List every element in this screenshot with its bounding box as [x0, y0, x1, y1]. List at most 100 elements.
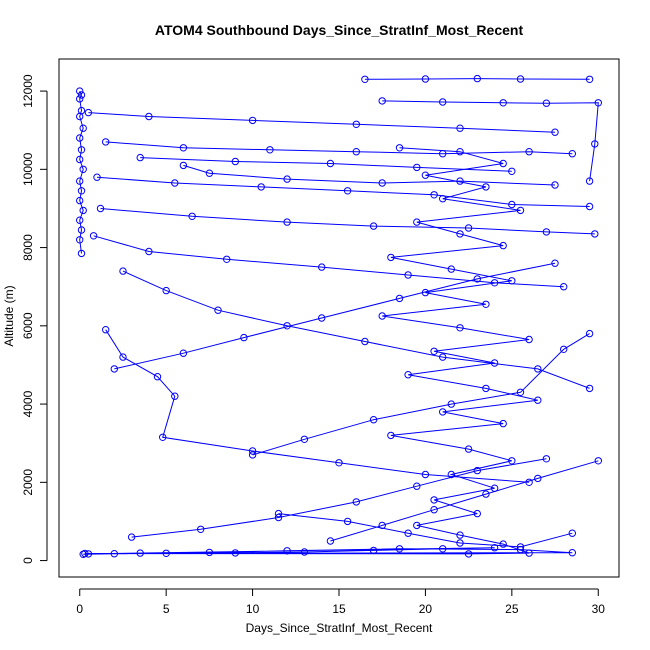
data-point	[585, 384, 594, 393]
data-point	[499, 99, 507, 107]
y-tick-label: 4000	[21, 390, 35, 417]
data-point	[76, 112, 84, 121]
y-axis-label: Altitude (m)	[2, 285, 16, 346]
data-series	[127, 455, 551, 541]
chart-title: ATOM4 Southbound Days_Since_StratInf_Mos…	[155, 22, 524, 38]
data-point	[76, 196, 84, 205]
data-point	[369, 546, 378, 555]
data-point	[387, 253, 395, 262]
x-tick-label: 5	[163, 602, 170, 616]
data-point	[568, 150, 576, 158]
data-point	[361, 75, 369, 84]
series-line	[330, 460, 599, 542]
data-point	[343, 187, 352, 195]
data-point	[456, 539, 464, 547]
series-line	[83, 147, 573, 555]
data-point	[456, 148, 464, 156]
data-point	[205, 169, 214, 177]
data-point	[439, 353, 447, 361]
data-point	[343, 517, 352, 526]
data-series	[326, 457, 602, 545]
data-point	[96, 204, 105, 213]
data-point	[456, 124, 464, 132]
data-point	[482, 183, 490, 191]
data-point	[395, 545, 404, 553]
data-point	[439, 150, 447, 158]
data-point	[560, 283, 568, 291]
data-point	[76, 95, 84, 103]
x-tick-label: 25	[505, 602, 519, 616]
series-line	[105, 141, 573, 155]
data-point	[369, 416, 378, 424]
data-point	[473, 275, 481, 283]
data-point	[110, 550, 119, 558]
data-point	[534, 396, 542, 404]
data-point	[568, 549, 576, 557]
data-point	[413, 163, 421, 172]
data-series	[274, 509, 576, 551]
data-point	[516, 206, 525, 215]
data-point	[153, 373, 162, 381]
data-point	[300, 548, 309, 556]
data-point	[76, 236, 84, 244]
data-point	[534, 365, 542, 373]
data-point	[439, 545, 447, 553]
data-point	[464, 445, 473, 453]
data-point	[585, 329, 594, 338]
data-point	[499, 540, 507, 548]
series-line	[252, 333, 590, 456]
y-axis: 0 2000 4000 6000 8000 10000 12000	[21, 74, 48, 564]
data-point	[102, 326, 110, 334]
data-point	[84, 108, 93, 117]
data-point	[456, 230, 464, 238]
data-point	[404, 371, 412, 379]
data-point	[352, 148, 360, 156]
data-point	[76, 134, 84, 142]
data-point	[594, 457, 602, 465]
data-point	[542, 228, 551, 236]
data-point	[179, 349, 188, 357]
data-point	[361, 337, 369, 346]
x-tick-label: 20	[419, 602, 433, 616]
data-point	[283, 547, 291, 555]
data-point	[542, 455, 551, 463]
data-series	[361, 74, 594, 84]
y-tick-label: 0	[21, 557, 35, 564]
data-point	[447, 265, 455, 273]
data-point	[84, 550, 93, 558]
series-line	[88, 112, 556, 133]
data-point	[404, 271, 412, 279]
series-line	[183, 164, 556, 186]
data-point	[585, 202, 594, 211]
data-point	[205, 548, 214, 557]
data-point	[508, 167, 516, 176]
data-point	[430, 191, 438, 199]
data-point	[430, 347, 438, 355]
data-point	[473, 466, 481, 475]
y-tick-label: 8000	[21, 234, 35, 261]
data-point	[231, 549, 240, 557]
data-point	[499, 419, 507, 428]
data-point	[300, 435, 309, 443]
data-point	[223, 255, 231, 263]
x-tick-label: 0	[76, 602, 83, 616]
data-point	[387, 431, 395, 440]
data-point	[525, 335, 533, 344]
data-point	[464, 550, 473, 558]
data-point	[473, 509, 481, 518]
data-point	[240, 333, 248, 342]
data-point	[456, 324, 464, 332]
data-series	[119, 267, 594, 393]
data-point	[77, 187, 86, 195]
data-point	[490, 279, 499, 287]
data-point	[76, 87, 84, 95]
series-line	[278, 513, 573, 548]
data-point	[248, 447, 257, 455]
series-line	[105, 329, 530, 483]
data-point	[395, 294, 404, 303]
data-series	[79, 144, 576, 558]
data-point	[248, 451, 257, 459]
series-line	[114, 262, 556, 370]
plot-frame	[58, 58, 620, 578]
